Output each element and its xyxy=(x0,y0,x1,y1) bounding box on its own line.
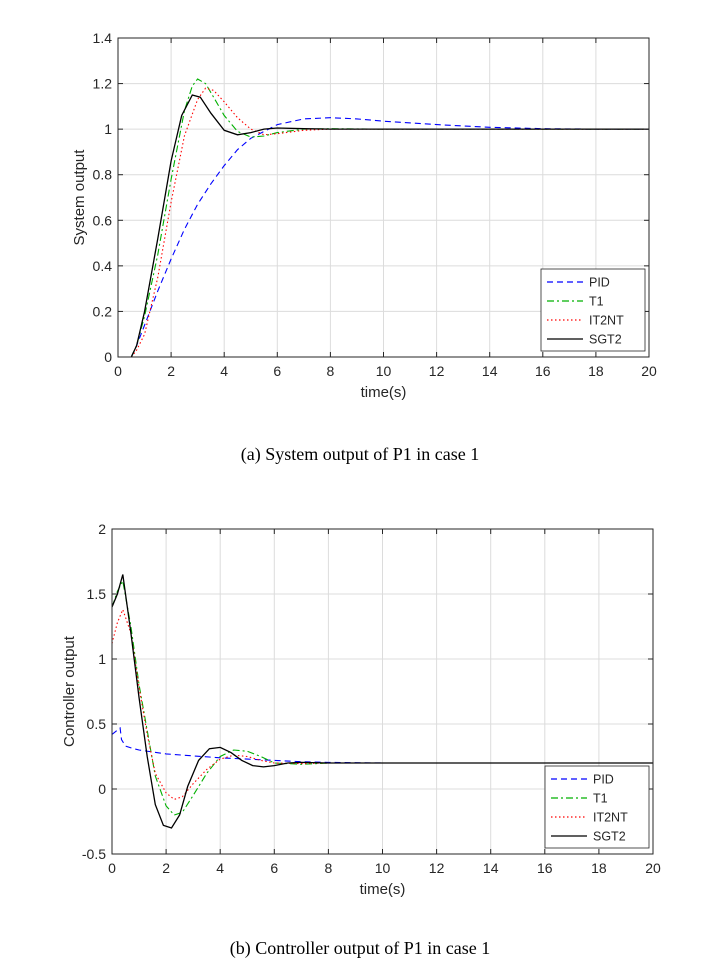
controller-output-chart: 0 2 4 6 8 10 12 14 16 18 20-0.500.511.52time(s)Con… xyxy=(61,521,661,898)
y-tick-label: 1 xyxy=(104,121,112,137)
y-tick-label: -0.5 xyxy=(82,846,106,862)
y-tick-label: 0.2 xyxy=(93,303,113,319)
x-tick-label: 14 xyxy=(483,860,499,876)
legend: PID T1 IT2NT SGT2 xyxy=(540,268,646,352)
y-tick-label: 0.6 xyxy=(93,212,113,228)
x-tick-label: 12 xyxy=(429,363,445,379)
y-tick-label: 0.8 xyxy=(93,167,113,183)
x-tick-label: 16 xyxy=(537,860,553,876)
x-tick-label: 4 xyxy=(220,363,228,379)
y-tick-label: 0.4 xyxy=(93,258,113,274)
x-tick-label: 10 xyxy=(375,860,391,876)
x-tick-label: 2 xyxy=(167,363,175,379)
legend-label-t1: T1 xyxy=(589,295,604,309)
x-tick-label: 8 xyxy=(327,363,335,379)
caption-top: (a) System output of P1 in case 1 xyxy=(240,444,480,464)
x-tick-label: 10 xyxy=(376,363,392,379)
caption-bottom: (b) Controller output of P1 in case 1 xyxy=(229,938,491,958)
legend-label-sgt2: SGT2 xyxy=(589,333,622,347)
x-tick-label: 18 xyxy=(591,860,607,876)
x-tick-label: 16 xyxy=(535,363,551,379)
x-tick-label: 20 xyxy=(641,363,657,379)
series-line-sgt2 xyxy=(130,94,649,357)
x-tick-label: 18 xyxy=(588,363,604,379)
x-tick-label: 20 xyxy=(645,860,661,876)
y-tick-label: 1.2 xyxy=(93,76,113,92)
legend-label-sgt2: SGT2 xyxy=(593,830,626,844)
legend-label-it2nt: IT2NT xyxy=(589,314,624,328)
x-tick-label: 14 xyxy=(482,363,498,379)
y-tick-label: 0 xyxy=(104,349,112,365)
system-output-chart: 0 2 4 6 8 10 12 14 16 18 20 0 0.2 0.4 0.6 0.8 1 1.2 1.4 tim… xyxy=(71,30,657,401)
x-tick-label: 0 xyxy=(108,860,116,876)
legend-label-t1: T1 xyxy=(593,792,608,806)
x-tick-label: 4 xyxy=(216,860,224,876)
legend-box xyxy=(544,765,650,849)
y-axis-label: System output xyxy=(71,149,88,246)
y-tick-label: 1.4 xyxy=(93,30,113,46)
y-tick-label: 0 xyxy=(98,781,106,797)
x-tick-label: 6 xyxy=(273,363,281,379)
y-tick-label: 2 xyxy=(98,521,106,537)
x-tick-label: 0 xyxy=(114,363,122,379)
series-line-pid xyxy=(112,726,653,764)
series-line-pid xyxy=(130,117,649,357)
x-tick-label: 8 xyxy=(325,860,333,876)
legend-label-pid: PID xyxy=(589,276,610,290)
y-tick-label: 1 xyxy=(98,651,106,667)
legend-box xyxy=(540,268,646,352)
legend-label-it2nt: IT2NT xyxy=(593,811,628,825)
series-line-sgt2 xyxy=(112,574,653,829)
x-tick-label: 6 xyxy=(270,860,278,876)
legend: PID T1 IT2NT SGT2 xyxy=(544,765,650,849)
x-tick-label: 2 xyxy=(162,860,170,876)
x-axis-label: time(s) xyxy=(360,881,406,898)
y-axis-label: Controller output xyxy=(61,635,78,747)
x-tick-label: 12 xyxy=(429,860,445,876)
legend-label-pid: PID xyxy=(593,773,614,787)
y-tick-label: 1.5 xyxy=(87,586,107,602)
x-axis-label: time(s) xyxy=(361,384,407,401)
y-tick-label: 0.5 xyxy=(87,716,107,732)
